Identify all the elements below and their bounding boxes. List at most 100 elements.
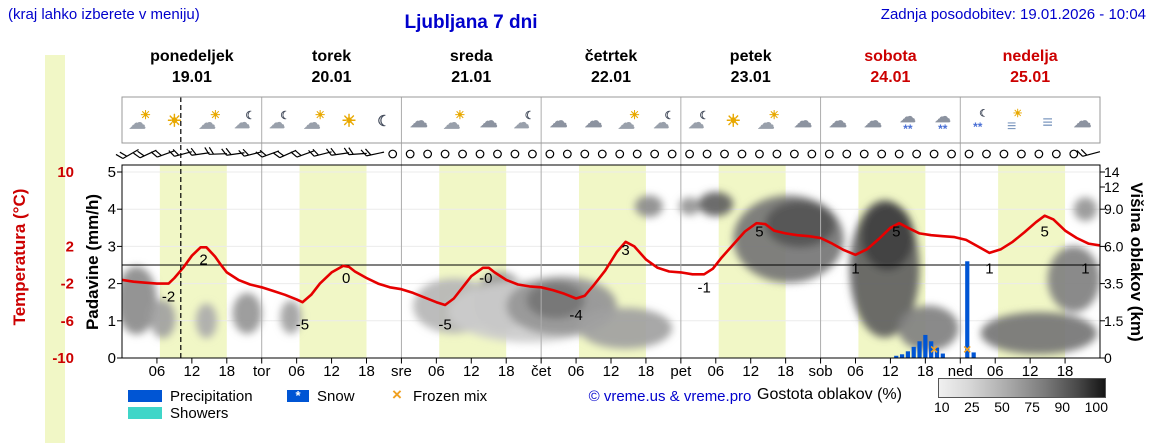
wind-barb-icon [115,148,139,160]
cloud-density-tick: 100 [1084,399,1108,415]
day-date: 24.01 [870,69,911,86]
svg-text:5: 5 [892,224,900,241]
svg-text:5: 5 [108,164,116,181]
temp-axis-ticks: 10 2 -2 -6 -10 [52,164,74,367]
cloudy-icon: ☁ [864,111,882,131]
fog-sun-icon: ☀ [1013,108,1023,120]
svg-text:2: 2 [199,251,207,268]
svg-text:sob: sob [808,363,832,380]
cloud-density-tick: 10 [934,399,950,415]
svg-text:-4: -4 [569,307,582,324]
calm-wind-icon [1034,149,1044,159]
cloudy-sun-icon: ☀ [315,108,326,122]
svg-text:18: 18 [1057,363,1074,380]
day-name: četrtek [584,48,638,65]
svg-text:12: 12 [1104,179,1120,195]
cloudy-sun-icon: ☁ [199,113,216,132]
calm-wind-icon [388,149,398,159]
svg-text:2: 2 [108,276,116,293]
day-name: torek [311,48,352,65]
cloudy-icon: ☁ [794,111,812,131]
x-axis-labels: 06 12 18 tor 06 12 18 sre 06 12 18 čet 06 12 18 pet 06 12… [149,363,1074,380]
calm-wind-icon [650,149,660,159]
showers-swatch [128,407,162,419]
calm-wind-icon [912,149,922,159]
cloud-density-gradient [938,378,1106,398]
day-header-torek: torek 20.01 [262,46,402,88]
cloudy-icon: ☁ [585,111,603,131]
calm-wind-icon [405,149,415,159]
cloud-density-tick: 75 [1024,399,1040,415]
svg-text:čet: čet [531,363,552,380]
cloudy-sun-icon: ☁ [129,113,146,132]
location-hint: (kraj lahko izberete v meniju) [8,6,200,23]
svg-text:4: 4 [108,201,116,218]
cloudy-sun-icon: ☀ [629,108,640,122]
cloud-density-scale-label: Gostota oblakov (%) [757,386,902,403]
fog-icon: ≡ [1042,112,1053,132]
precipitation-bars [894,261,976,358]
svg-text:ned: ned [948,363,973,380]
wind-barb-icon [1076,149,1101,157]
svg-text:1: 1 [985,261,993,278]
day-date: 19.01 [171,69,212,86]
snow-cloud-icon: ** [903,122,913,136]
last-update-timestamp: Zadnja posodobitev: 19.01.2026 - 10:04 [880,6,1146,23]
svg-text:0: 0 [108,350,116,367]
wind-barb-icon [325,147,350,156]
svg-text:06: 06 [707,363,724,380]
svg-text:3.5: 3.5 [1104,276,1124,292]
calm-wind-icon [545,149,555,159]
cloudy-sun-icon: ☁ [758,113,775,132]
cloudy-sun-icon: ☁ [443,113,460,132]
svg-text:5: 5 [1041,224,1049,241]
day-name: petek [729,48,772,65]
night-cloud-icon: ☾ [664,110,674,122]
night-cloud-icon: ☁ [653,115,669,132]
night-cloud-icon: ☾ [525,110,535,122]
wind-barb-icon [343,147,367,156]
day-header-nedelja: nedelja 25.01 [960,46,1100,88]
svg-text:3: 3 [621,242,629,259]
calm-wind-icon [720,149,729,159]
calm-wind-icon [824,149,834,159]
sunny-icon: ☀ [341,111,356,130]
calm-wind-icon [877,149,887,159]
snow-cloud-icon: ** [938,122,948,136]
calm-wind-icon [737,149,747,159]
night-cloud-icon: ☾ [280,110,290,122]
cloudy-sun-icon: ☀ [769,108,780,122]
calm-wind-icon [423,149,433,159]
frozen-mix-icon: × [392,385,402,404]
calm-wind-icon [772,149,782,159]
frozen-mix-marker: × [963,341,971,357]
day-date: 23.01 [730,69,771,86]
night-cloud-icon: ☾ [699,110,709,122]
svg-text:18: 18 [917,363,934,380]
svg-text:12: 12 [742,363,759,380]
calm-wind-icon [702,149,712,159]
calm-wind-icon [789,149,799,159]
cloud-density-tick: 90 [1054,399,1071,415]
wind-barb-icon [204,146,228,155]
frozen-mix-label: Frozen mix [413,388,488,405]
cloudy-sun-icon: ☀ [210,108,221,122]
day-name: nedelja [1002,48,1058,65]
day-name: sobota [864,48,917,65]
svg-text:1: 1 [851,261,859,278]
calm-wind-icon [999,149,1009,159]
copyright-link[interactable]: © vreme.us & vreme.pro [588,388,752,405]
svg-text:06: 06 [288,363,305,380]
day-name: ponedeljek [150,48,234,65]
precip-axis-ticks: 5 4 3 2 1 0 [108,164,116,367]
svg-text:sre: sre [391,363,412,380]
cloudy-icon: ☁ [550,111,568,131]
day-name: sreda [449,48,493,65]
svg-text:18: 18 [498,363,515,380]
chart-frame [117,96,1105,364]
calm-wind-icon [685,149,694,159]
calm-wind-icon [562,149,572,159]
cloudy-icon: ☁ [1074,111,1092,131]
svg-text:5: 5 [755,224,763,241]
